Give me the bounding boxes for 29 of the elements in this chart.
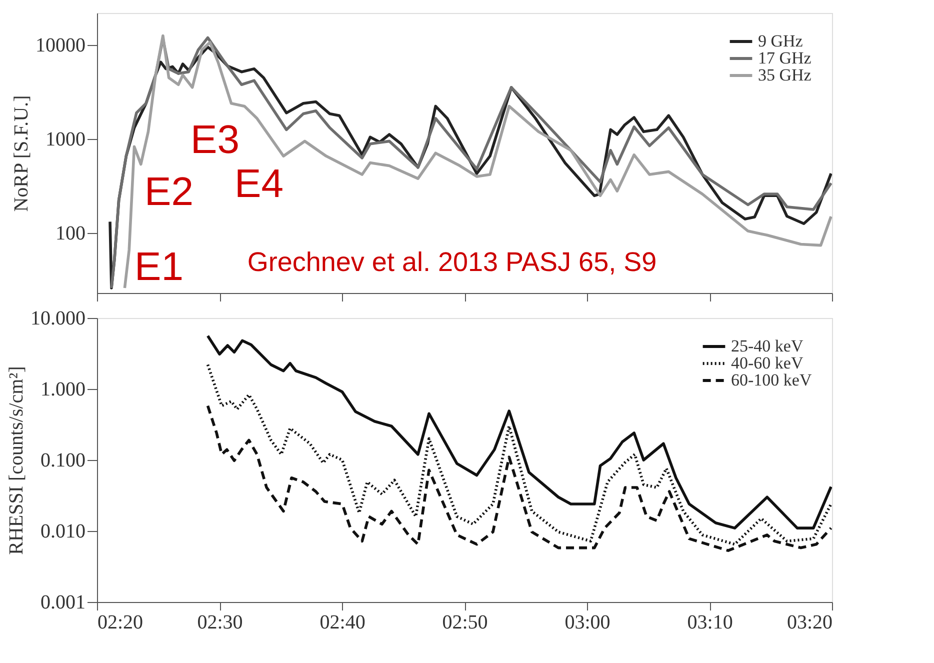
legend-label: 25-40 keV	[731, 336, 804, 356]
x-tick-label: 03:00	[564, 612, 610, 634]
line-series	[206, 334, 832, 530]
annotation: E3	[190, 118, 240, 162]
y-axis-title: RHESSI [counts/s/cm²]	[6, 366, 28, 555]
x-tick-label: 03:10	[687, 612, 733, 634]
y-tick-label: 100	[56, 222, 86, 245]
x-tick-label: 02:50	[442, 612, 488, 634]
y-tick-label: 0.001	[40, 592, 86, 614]
x-tick-label: 03:20	[786, 612, 832, 634]
y-tick-label: 1.000	[40, 378, 86, 400]
x-tick-label: 02:20	[98, 612, 144, 634]
x-tick-label: 02:30	[197, 612, 243, 634]
y-tick-label: 1000	[46, 128, 86, 151]
legend-label: 17 GHz	[758, 48, 812, 68]
y-tick-label: 0.100	[40, 450, 86, 472]
annotation: Grechnev et al. 2013 PASJ 65, S9	[247, 247, 657, 277]
legend-label: 9 GHz	[758, 32, 804, 50]
y-axis-title: NoRP [S.F.U.]	[10, 95, 32, 212]
legend-label: 40-60 keV	[731, 354, 804, 372]
y-tick-label: 10000	[36, 34, 86, 57]
y-tick-label: 0.010	[40, 520, 86, 542]
annotation: E1	[134, 245, 184, 289]
legend-label: 35 GHz	[758, 66, 812, 84]
annotation: E4	[234, 162, 284, 206]
y-tick-label: 10.000	[30, 308, 86, 330]
legend-label: 60-100 keV	[731, 370, 812, 390]
annotation: E2	[144, 170, 194, 214]
x-tick-label: 02:40	[320, 612, 366, 634]
